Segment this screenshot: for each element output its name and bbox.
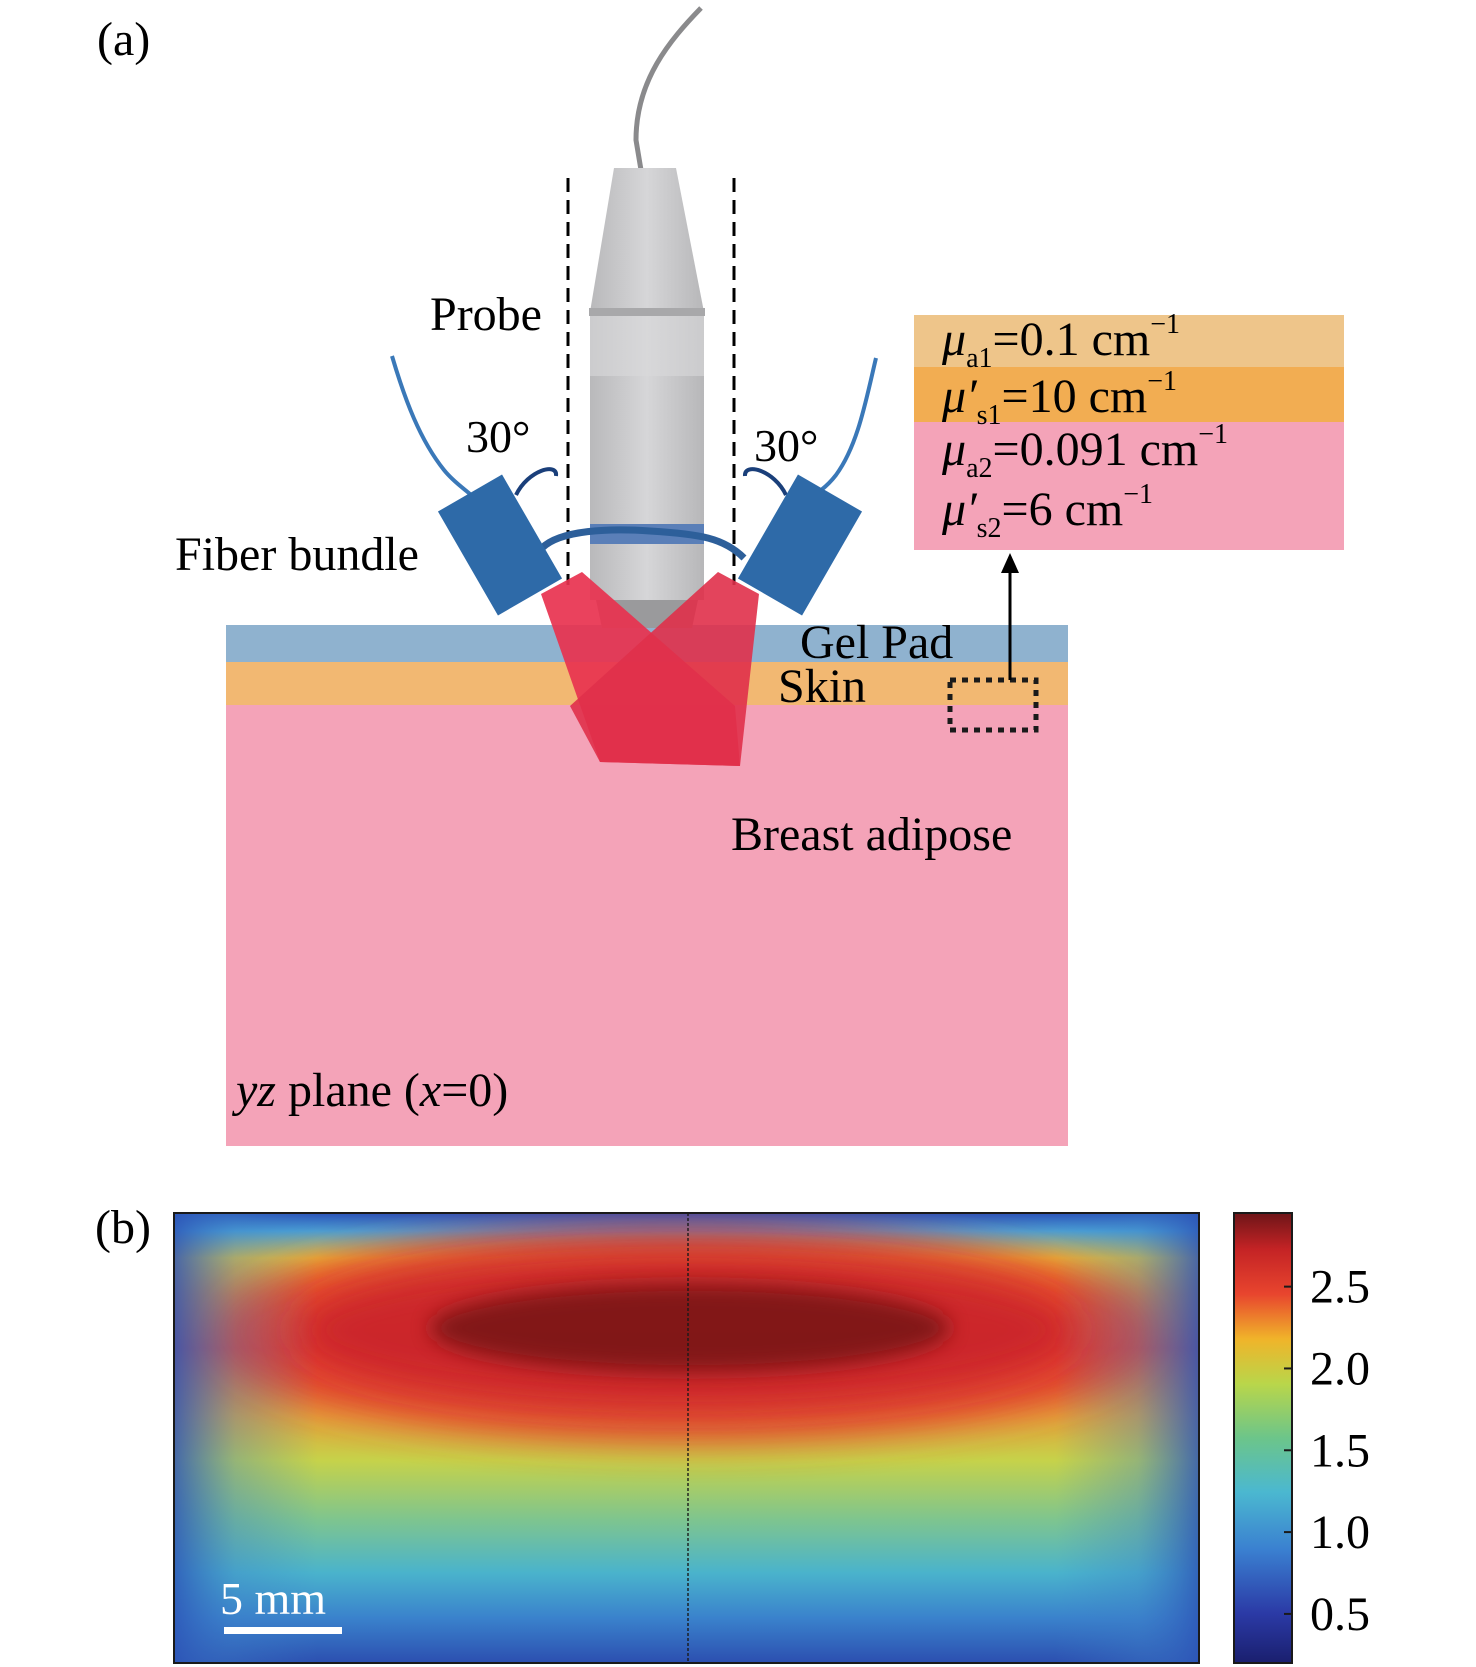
colorbar-ticks: 2.5 2.0 1.5 1.0 0.5 — [1284, 1261, 1370, 1641]
colorbar-tick-label: 1.5 — [1310, 1424, 1370, 1477]
colorbar — [1233, 1212, 1293, 1664]
panel-a-label: (a) — [97, 13, 150, 66]
angle-arc-right — [743, 467, 788, 496]
colorbar-tick-label: 2.0 — [1310, 1342, 1370, 1395]
optical-property-s1: μ′s1=10 cm−1 — [941, 366, 1177, 431]
optical-property-a1: μa1=0.1 cm−1 — [941, 309, 1180, 374]
fiber-holder-right — [737, 474, 863, 616]
probe-cable — [633, 6, 703, 171]
optical-property-s2: μ′s2=6 cm−1 — [941, 479, 1153, 544]
fiber-connector — [539, 526, 747, 561]
scale-bar-label: 5 mm — [220, 1573, 326, 1624]
scale-bar — [224, 1627, 342, 1634]
fiber-holder-left — [437, 474, 563, 616]
roi-dotted-box — [947, 677, 1039, 733]
roi-arrow-head — [1001, 553, 1019, 573]
optical-property-a2: μa2=0.091 cm−1 — [941, 419, 1228, 484]
plane-word: plane ( — [276, 1064, 420, 1117]
angle-label-left: 30° — [466, 411, 530, 462]
colorbar-tick-label: 1.0 — [1310, 1506, 1370, 1559]
breast-adipose-label: Breast adipose — [731, 808, 1012, 861]
gel-pad-label: Gel Pad — [800, 616, 953, 669]
plane-label: yz plane (x=0) — [231, 1064, 508, 1117]
plane-var: yz — [231, 1064, 276, 1117]
adipose-layer — [226, 704, 1068, 1146]
plane-eq: =0) — [441, 1064, 508, 1117]
plane-x: x — [419, 1064, 441, 1117]
probe-label: Probe — [430, 288, 542, 341]
colorbar-tick-label: 2.5 — [1310, 1261, 1370, 1314]
colorbar-tick-label: 0.5 — [1310, 1588, 1370, 1641]
heatmap-frame — [173, 1212, 1200, 1664]
optical-properties-box — [914, 315, 1344, 550]
panel-b-label: (b) — [95, 1201, 151, 1254]
fiber-cable-left — [390, 355, 478, 502]
angle-arc-left — [514, 467, 558, 496]
light-beam-right — [570, 572, 759, 766]
fluence-heatmap — [174, 1213, 1199, 1663]
ultrasound-probe — [589, 168, 705, 628]
fiber-bundle-label: Fiber bundle — [175, 528, 419, 581]
angle-label-right: 30° — [754, 420, 818, 471]
skin-label: Skin — [778, 660, 866, 713]
